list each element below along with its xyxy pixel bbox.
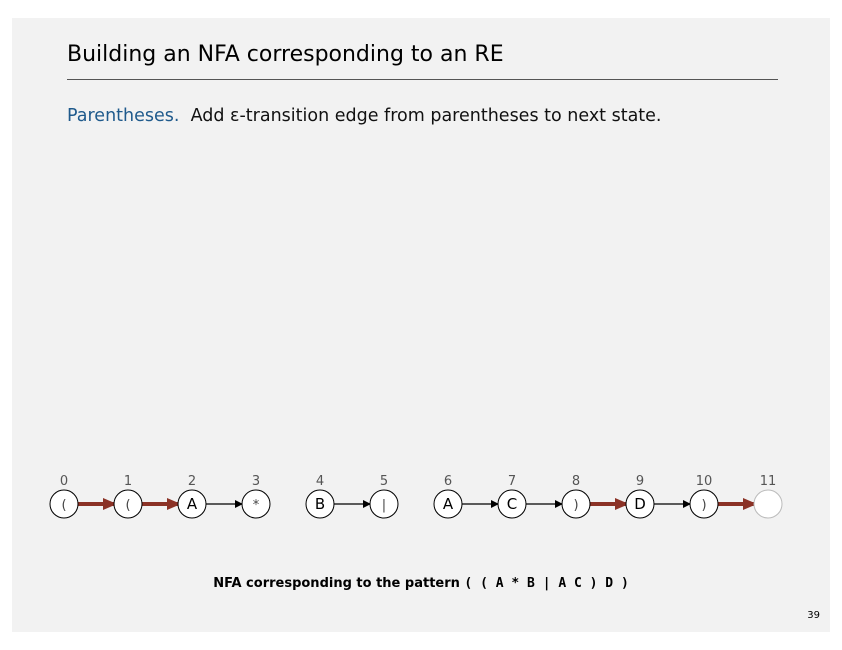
caption-text: NFA corresponding to the pattern [213, 576, 460, 591]
state-circle [49, 489, 79, 519]
state-index-label: 11 [760, 474, 777, 489]
nfa-state-2: 2A [177, 474, 207, 519]
diagram-caption: NFA corresponding to the pattern ( ( A *… [12, 576, 830, 591]
state-symbol: ) [573, 498, 578, 513]
state-symbol: C [507, 495, 517, 513]
state-symbol: | [382, 498, 386, 513]
topic-line: Parentheses. Add ε-transition edge from … [67, 106, 662, 126]
nfa-state-6: 6A [433, 474, 463, 519]
slide: Building an NFA corresponding to an RE P… [12, 18, 830, 632]
state-index-label: 0 [60, 474, 68, 489]
nfa-state-5: 5| [369, 474, 399, 519]
state-circle [625, 489, 655, 519]
state-index-label: 1 [124, 474, 132, 489]
state-circle [433, 489, 463, 519]
state-index-label: 4 [316, 474, 324, 489]
state-symbol: ) [701, 498, 706, 513]
nfa-state-3: 3* [241, 474, 271, 519]
slide-title: Building an NFA corresponding to an RE [67, 42, 504, 67]
nfa-state-1: 1( [113, 474, 143, 519]
state-index-label: 7 [508, 474, 516, 489]
state-symbol: A [443, 495, 454, 513]
state-circle [561, 489, 591, 519]
state-index-label: 3 [252, 474, 260, 489]
caption-pattern: ( ( A * B | A C ) D ) [464, 576, 629, 591]
state-symbol: B [315, 495, 325, 513]
topic-label: Parentheses. [67, 106, 180, 126]
state-symbol: A [187, 495, 198, 513]
state-symbol: D [634, 495, 646, 513]
state-index-label: 8 [572, 474, 580, 489]
nfa-state-8: 8) [561, 474, 591, 519]
accept-state-circle [753, 489, 783, 519]
state-circle [241, 489, 271, 519]
state-circle [369, 489, 399, 519]
topic-text: Add ε-transition edge from parentheses t… [190, 106, 662, 126]
state-circle [689, 489, 719, 519]
nfa-state-4: 4B [305, 474, 335, 519]
state-circle [177, 489, 207, 519]
state-index-label: 10 [696, 474, 713, 489]
state-index-label: 6 [444, 474, 452, 489]
state-index-label: 9 [636, 474, 644, 489]
state-symbol: ( [125, 498, 130, 513]
state-index-label: 2 [188, 474, 196, 489]
page-number: 39 [807, 610, 820, 621]
state-symbol: * [253, 498, 260, 513]
nfa-state-11: 11 [753, 474, 783, 519]
nfa-state-9: 9D [625, 474, 655, 519]
title-divider [67, 79, 778, 80]
state-symbol: ( [61, 498, 66, 513]
state-circle [497, 489, 527, 519]
state-circle [305, 489, 335, 519]
nfa-state-10: 10) [689, 474, 719, 519]
state-index-label: 5 [380, 474, 388, 489]
nfa-state-0: 0( [49, 474, 79, 519]
state-circle [113, 489, 143, 519]
nfa-state-7: 7C [497, 474, 527, 519]
